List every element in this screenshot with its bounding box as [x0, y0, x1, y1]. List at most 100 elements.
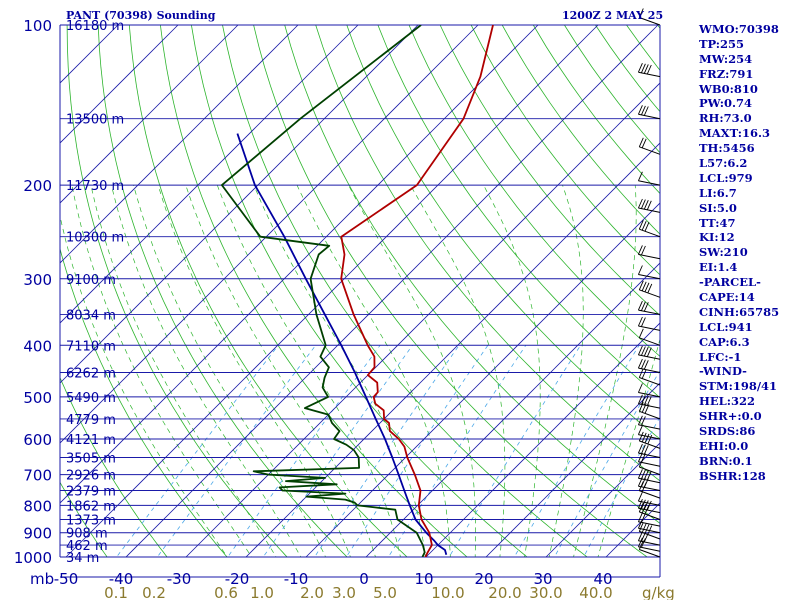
wind-barb-flag	[643, 445, 649, 455]
sounding-index-item: LCL:941	[699, 319, 753, 334]
wind-barb-flag	[640, 317, 646, 327]
wind-barb-flag	[643, 106, 649, 116]
mixing-ratio-tick-label: 5.0	[373, 584, 397, 600]
wind-barb	[639, 146, 661, 155]
wind-barb-flag	[637, 537, 643, 547]
sounding-index-item: BRN:0.1	[699, 453, 753, 468]
isotherm-line	[60, 25, 239, 204]
wind-barb	[638, 325, 661, 331]
sounding-index-item: SRDS:86	[699, 424, 756, 439]
sounding-index-item: STM:198/41	[699, 379, 778, 394]
wind-barb	[639, 530, 661, 540]
dry-adiabat-line	[470, 25, 660, 276]
wind-barb-flag	[643, 470, 649, 480]
mixing-ratio-line	[583, 416, 660, 557]
wind-barb-flag	[644, 433, 650, 444]
isotherm-line	[60, 25, 419, 384]
wind-barb-flag	[646, 347, 652, 357]
wind-barb-flag	[640, 346, 646, 356]
wind-barb-flag	[646, 470, 652, 481]
sounding-index-item: HEL:322	[699, 394, 755, 409]
wind-barb-flag	[640, 199, 646, 209]
moist-adiabat-line	[597, 337, 660, 557]
height-label: 11730 m	[66, 179, 124, 194]
wind-barb	[638, 485, 661, 491]
isotherm-line	[60, 25, 359, 324]
dry-adiabat-line	[160, 25, 468, 557]
dry-adiabat-line	[97, 25, 348, 557]
isotherm-line	[65, 25, 599, 557]
pressure-tick-label: 100	[23, 17, 52, 35]
sounding-index-item: FRZ:791	[699, 66, 754, 81]
pressure-unit-label: mb	[30, 570, 54, 588]
wind-barb	[639, 17, 661, 26]
moist-adiabat-line	[573, 185, 637, 557]
pressure-tick-label: 900	[23, 525, 52, 543]
wind-barb	[638, 253, 661, 260]
wind-barb-flag	[638, 328, 644, 338]
moist-adiabat-line	[111, 185, 302, 557]
wind-barb	[639, 410, 661, 420]
wind-barb	[638, 354, 661, 360]
sounding-index-item: CAP:6.3	[699, 334, 750, 349]
mixing-ratio-tick-label: 10.0	[431, 584, 464, 600]
moist-adiabat-line	[410, 184, 506, 557]
wind-barb-flag	[638, 280, 644, 290]
wind-barb-flag	[637, 443, 643, 454]
temperature-tick-label: -10	[284, 570, 309, 588]
moist-adiabat-line	[60, 214, 228, 557]
station-title: PANT (70398) Sounding	[66, 9, 216, 22]
sounding-index-item: WMO:70398	[699, 22, 779, 36]
mixing-ratio-tick-label: 30.0	[529, 584, 562, 600]
wind-barb-flag	[641, 503, 647, 514]
wind-barb-flag	[640, 513, 646, 523]
sounding-index-item: SHR+:0.0	[699, 409, 762, 424]
isotherm-line	[485, 382, 660, 557]
dry-adiabat-line	[315, 25, 660, 482]
sounding-index-item: CAPE:14	[699, 290, 755, 305]
wind-barb-flag	[644, 524, 650, 534]
mixing-ratio-line	[262, 345, 413, 557]
height-label: 9100 m	[66, 273, 116, 288]
moist-adiabat-line	[90, 185, 277, 557]
moist-adiabat-line	[133, 185, 326, 557]
height-label: 6262 m	[66, 367, 116, 382]
wind-barb-flag	[643, 346, 649, 357]
wind-barb-flag	[646, 396, 652, 406]
mixing-ratio-tick-label: 3.0	[332, 584, 356, 600]
wind-barb-flag	[647, 434, 653, 445]
mixing-ratio-line	[513, 345, 640, 557]
moist-adiabat-line	[296, 184, 451, 557]
height-label: 2379 m	[66, 485, 116, 500]
mixing-ratio-tick-label: 0.6	[214, 584, 238, 600]
wind-barb	[639, 466, 661, 476]
sounding-index-item: -PARCEL-	[699, 275, 761, 290]
temperature-tick-label: -50	[54, 570, 79, 588]
wind-barb	[639, 440, 661, 449]
mixing-ratio-line	[116, 345, 279, 557]
wind-barb-flag	[640, 469, 646, 480]
mixing-ratio-unit-label: g/kg	[642, 584, 675, 600]
wind-barb-flag	[640, 395, 646, 405]
mixing-ratio-tick-label: 0.2	[142, 584, 166, 600]
isotherm-line	[60, 25, 299, 264]
wind-barb-flag	[637, 245, 643, 255]
isotherm-line	[545, 442, 660, 557]
parcel-path-line	[236, 133, 448, 555]
wind-barb	[638, 527, 661, 534]
height-label: 2926 m	[66, 469, 116, 484]
wind-barb	[638, 71, 661, 78]
wind-barb	[638, 424, 661, 430]
temperature-tick-label: 30	[533, 570, 552, 588]
mixing-ratio-line	[448, 345, 581, 557]
sounding-index-item: BSHR:128	[699, 468, 766, 483]
mixing-ratio-line	[314, 345, 460, 557]
pressure-tick-label: 700	[23, 467, 52, 485]
wind-barb	[638, 180, 661, 186]
height-label: 13500 m	[66, 113, 124, 128]
wind-barb-flag	[640, 538, 646, 548]
isotherm-line	[365, 262, 660, 557]
wind-barb	[638, 113, 661, 120]
dry-adiabat-line	[60, 481, 108, 557]
